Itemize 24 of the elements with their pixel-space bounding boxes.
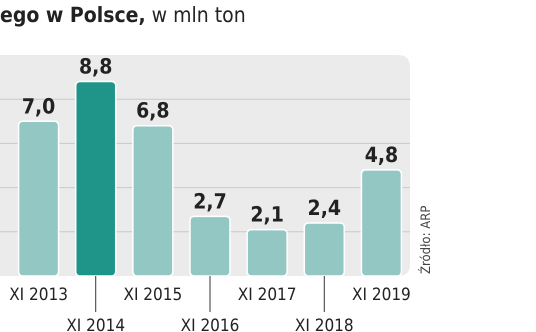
data-label: 4,8 [364, 142, 398, 167]
bar [74, 80, 116, 277]
data-label: 2,7 [193, 189, 227, 214]
bar [360, 169, 402, 277]
x-tick-label: XI 2019 [352, 285, 411, 305]
bar [246, 228, 288, 277]
x-tick-label: XI 2017 [238, 285, 297, 305]
text: Źródło: ARP [417, 206, 434, 274]
data-label: 8,8 [78, 54, 112, 79]
bar [18, 120, 60, 277]
bar [189, 216, 231, 277]
x-tick-label: XI 2016 [180, 316, 240, 332]
bar [304, 222, 346, 277]
x-tick-label: XI 2014 [66, 316, 126, 332]
data-label: 2,1 [250, 202, 284, 227]
x-tick-label: XI 2018 [294, 316, 354, 332]
chart-title: ego w Polsce, [0, 3, 146, 27]
x-tick-label: XI 2013 [9, 285, 68, 305]
chart-subtitle: w mln ton [152, 3, 246, 27]
data-label: 6,8 [136, 98, 170, 123]
data-label: 7,0 [22, 94, 56, 118]
bar [132, 124, 174, 277]
x-tick-label: XI 2015 [123, 285, 182, 305]
data-label: 2,4 [308, 196, 342, 220]
